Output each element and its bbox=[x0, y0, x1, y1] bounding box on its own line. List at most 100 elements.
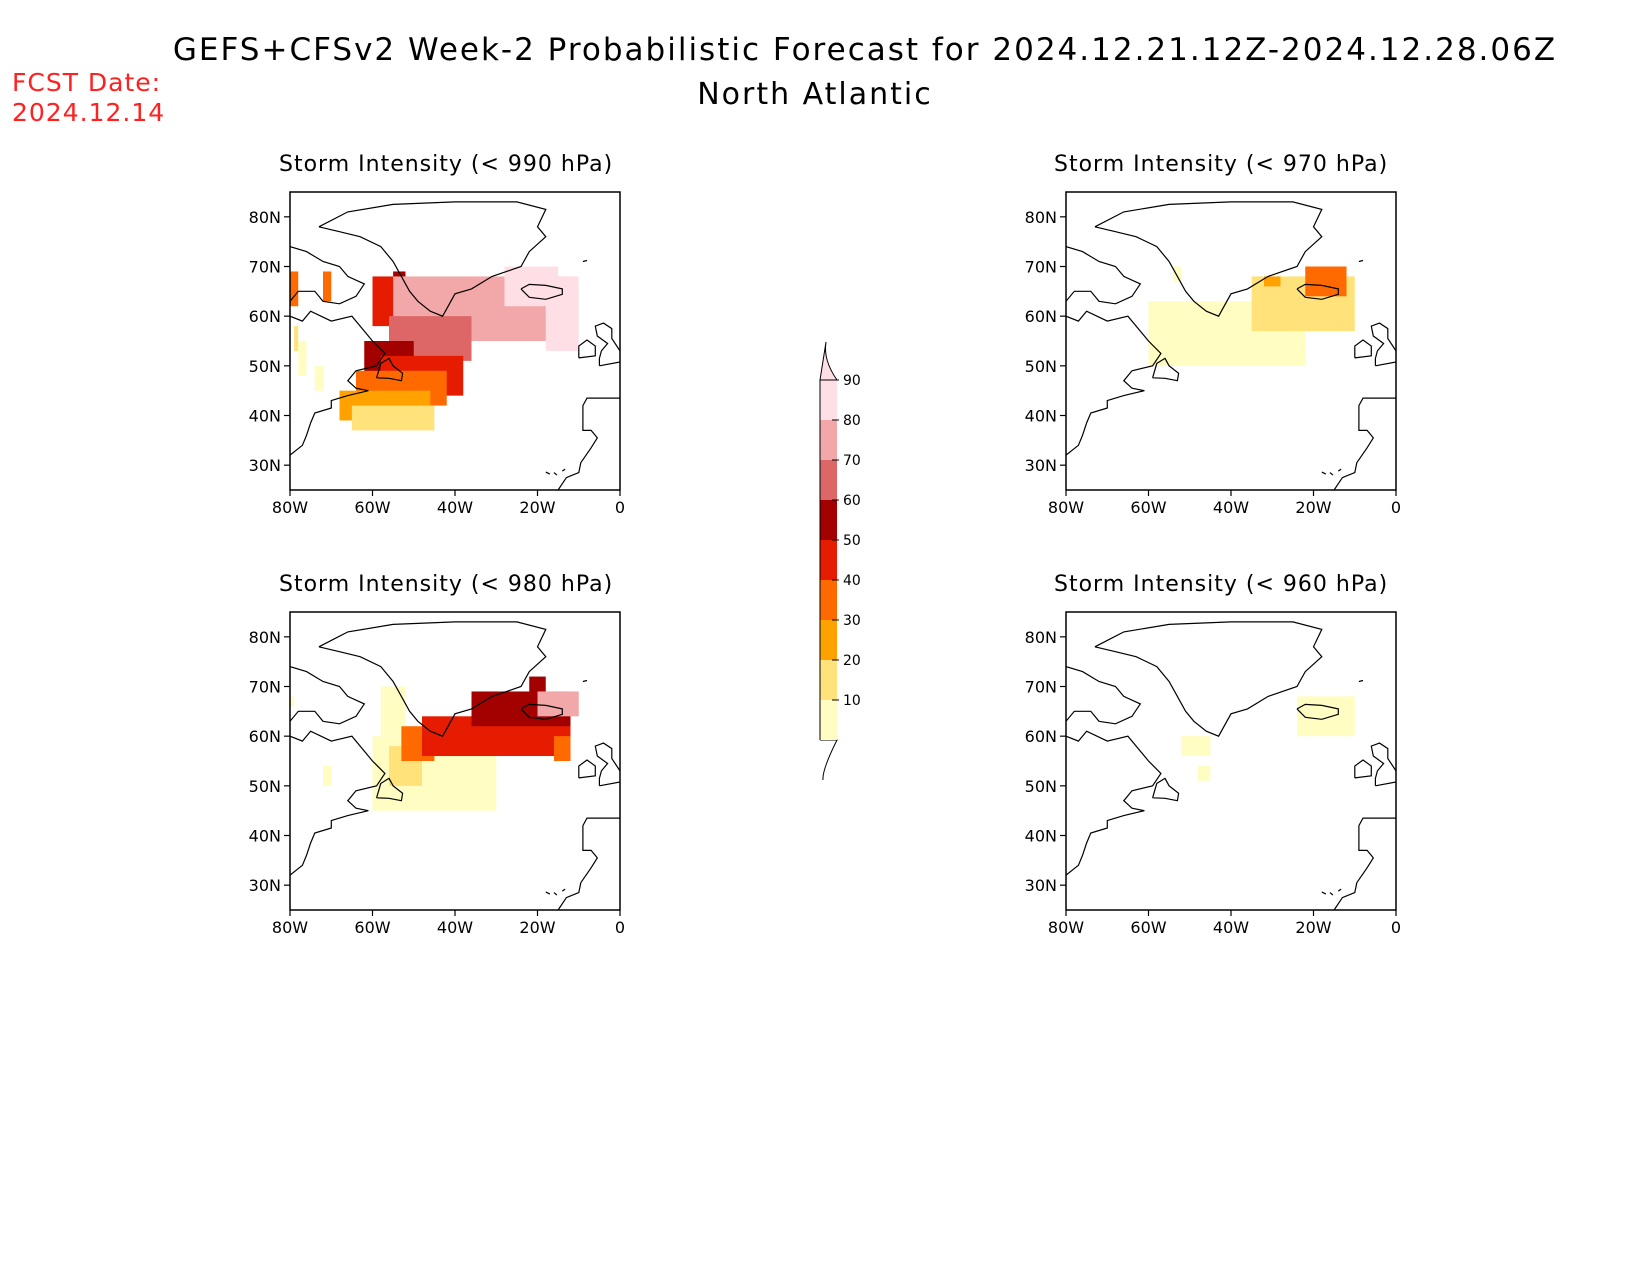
coastline bbox=[520, 703, 563, 720]
coastline bbox=[1337, 888, 1342, 892]
lat-tick-label: 70N bbox=[1025, 258, 1057, 277]
lat-tick-label: 60N bbox=[249, 307, 281, 326]
region-subtitle: North Atlantic bbox=[697, 77, 933, 112]
coastline bbox=[1329, 472, 1334, 476]
coastline bbox=[545, 891, 551, 895]
lat-tick-label: 30N bbox=[1025, 876, 1057, 895]
probability-cell bbox=[537, 691, 579, 717]
coastline bbox=[318, 621, 547, 737]
lon-tick-label: 40W bbox=[437, 498, 473, 517]
lon-tick-label: 80W bbox=[272, 498, 308, 517]
lon-tick-label: 20W bbox=[519, 498, 555, 517]
fcst-date-value: 2024.12.14 bbox=[12, 98, 166, 127]
coastline bbox=[545, 471, 551, 475]
lon-tick-label: 20W bbox=[1295, 918, 1331, 937]
lat-tick-label: 60N bbox=[1025, 727, 1057, 746]
probability-cell bbox=[323, 271, 332, 302]
coastline bbox=[578, 759, 596, 779]
probability-cell bbox=[1297, 696, 1355, 737]
lat-tick-label: 40N bbox=[249, 827, 281, 846]
probability-cell bbox=[323, 765, 332, 786]
colorbar-swatch bbox=[820, 500, 837, 540]
lon-tick-label: 60W bbox=[354, 918, 390, 937]
lon-tick-label: 0 bbox=[1391, 498, 1401, 517]
coastline bbox=[582, 679, 588, 683]
colorbar-label: 60 bbox=[843, 493, 861, 509]
lon-tick-label: 40W bbox=[1213, 918, 1249, 937]
lat-tick-label: 30N bbox=[249, 456, 281, 475]
colorbar-label: 80 bbox=[843, 413, 861, 429]
panel-title-990: Storm Intensity (< 990 hPa) bbox=[279, 152, 614, 177]
probability-cell bbox=[554, 736, 571, 761]
lat-tick-label: 80N bbox=[1025, 208, 1057, 227]
coastline bbox=[376, 357, 404, 382]
probability-cell bbox=[1305, 266, 1347, 297]
lat-tick-label: 70N bbox=[1025, 678, 1057, 697]
coastline bbox=[1296, 703, 1339, 720]
coastline bbox=[318, 201, 547, 317]
panel-title-980: Storm Intensity (< 980 hPa) bbox=[279, 572, 614, 597]
lat-tick-label: 30N bbox=[1025, 456, 1057, 475]
coastline bbox=[290, 666, 366, 725]
lat-tick-label: 60N bbox=[1025, 307, 1057, 326]
lat-tick-label: 30N bbox=[249, 876, 281, 895]
coastline bbox=[1066, 666, 1142, 725]
coastline bbox=[520, 283, 563, 300]
panel-title-970: Storm Intensity (< 970 hPa) bbox=[1054, 152, 1389, 177]
colorbar-swatch bbox=[820, 580, 837, 620]
lat-tick-label: 40N bbox=[1025, 827, 1057, 846]
probability-cell bbox=[1173, 266, 1182, 282]
probability-cell bbox=[298, 341, 307, 376]
lon-tick-label: 20W bbox=[519, 918, 555, 937]
lat-tick-label: 70N bbox=[249, 678, 281, 697]
colorbar-label: 90 bbox=[843, 373, 861, 389]
coastline bbox=[561, 888, 566, 892]
lon-tick-label: 40W bbox=[437, 918, 473, 937]
coastline bbox=[557, 397, 620, 490]
coastline bbox=[1296, 283, 1339, 300]
probability-cell bbox=[290, 271, 299, 307]
lat-tick-label: 60N bbox=[249, 727, 281, 746]
panel-title-960: Storm Intensity (< 960 hPa) bbox=[1054, 572, 1389, 597]
coastline bbox=[1358, 259, 1364, 263]
coastline bbox=[1152, 357, 1180, 382]
lat-tick-label: 40N bbox=[1025, 407, 1057, 426]
probability-cell bbox=[314, 365, 323, 391]
coastline bbox=[1370, 322, 1396, 367]
coastline bbox=[1333, 817, 1396, 910]
coastline bbox=[1370, 742, 1396, 787]
lon-tick-label: 0 bbox=[1391, 918, 1401, 937]
lat-tick-label: 50N bbox=[249, 777, 281, 796]
colorbar-label: 50 bbox=[843, 533, 861, 549]
probability-cell bbox=[1264, 276, 1281, 287]
lat-tick-label: 80N bbox=[249, 628, 281, 647]
colorbar-swatch bbox=[820, 460, 837, 500]
coastline bbox=[553, 892, 558, 896]
coastline bbox=[1329, 892, 1334, 896]
coastline bbox=[594, 322, 620, 367]
lon-tick-label: 60W bbox=[1130, 498, 1166, 517]
main-title: GEFS+CFSv2 Week-2 Probabilistic Forecast… bbox=[172, 32, 1558, 68]
coastline bbox=[1066, 310, 1162, 456]
coastline bbox=[1358, 679, 1364, 683]
lat-tick-label: 50N bbox=[249, 357, 281, 376]
coastline bbox=[376, 777, 404, 802]
colorbar-label: 30 bbox=[843, 613, 861, 629]
lat-tick-label: 80N bbox=[249, 208, 281, 227]
coastline bbox=[1354, 339, 1372, 359]
lat-tick-label: 80N bbox=[1025, 628, 1057, 647]
probability-cell bbox=[351, 405, 435, 431]
colorbar-swatch bbox=[820, 380, 837, 420]
colorbar-label: 10 bbox=[843, 693, 861, 709]
coastline bbox=[1094, 201, 1323, 317]
lon-tick-label: 60W bbox=[1130, 918, 1166, 937]
colorbar-swatch bbox=[820, 620, 837, 660]
lat-tick-label: 70N bbox=[249, 258, 281, 277]
lat-tick-label: 50N bbox=[1025, 777, 1057, 796]
coastline bbox=[1321, 891, 1327, 895]
coastline bbox=[1066, 246, 1142, 305]
